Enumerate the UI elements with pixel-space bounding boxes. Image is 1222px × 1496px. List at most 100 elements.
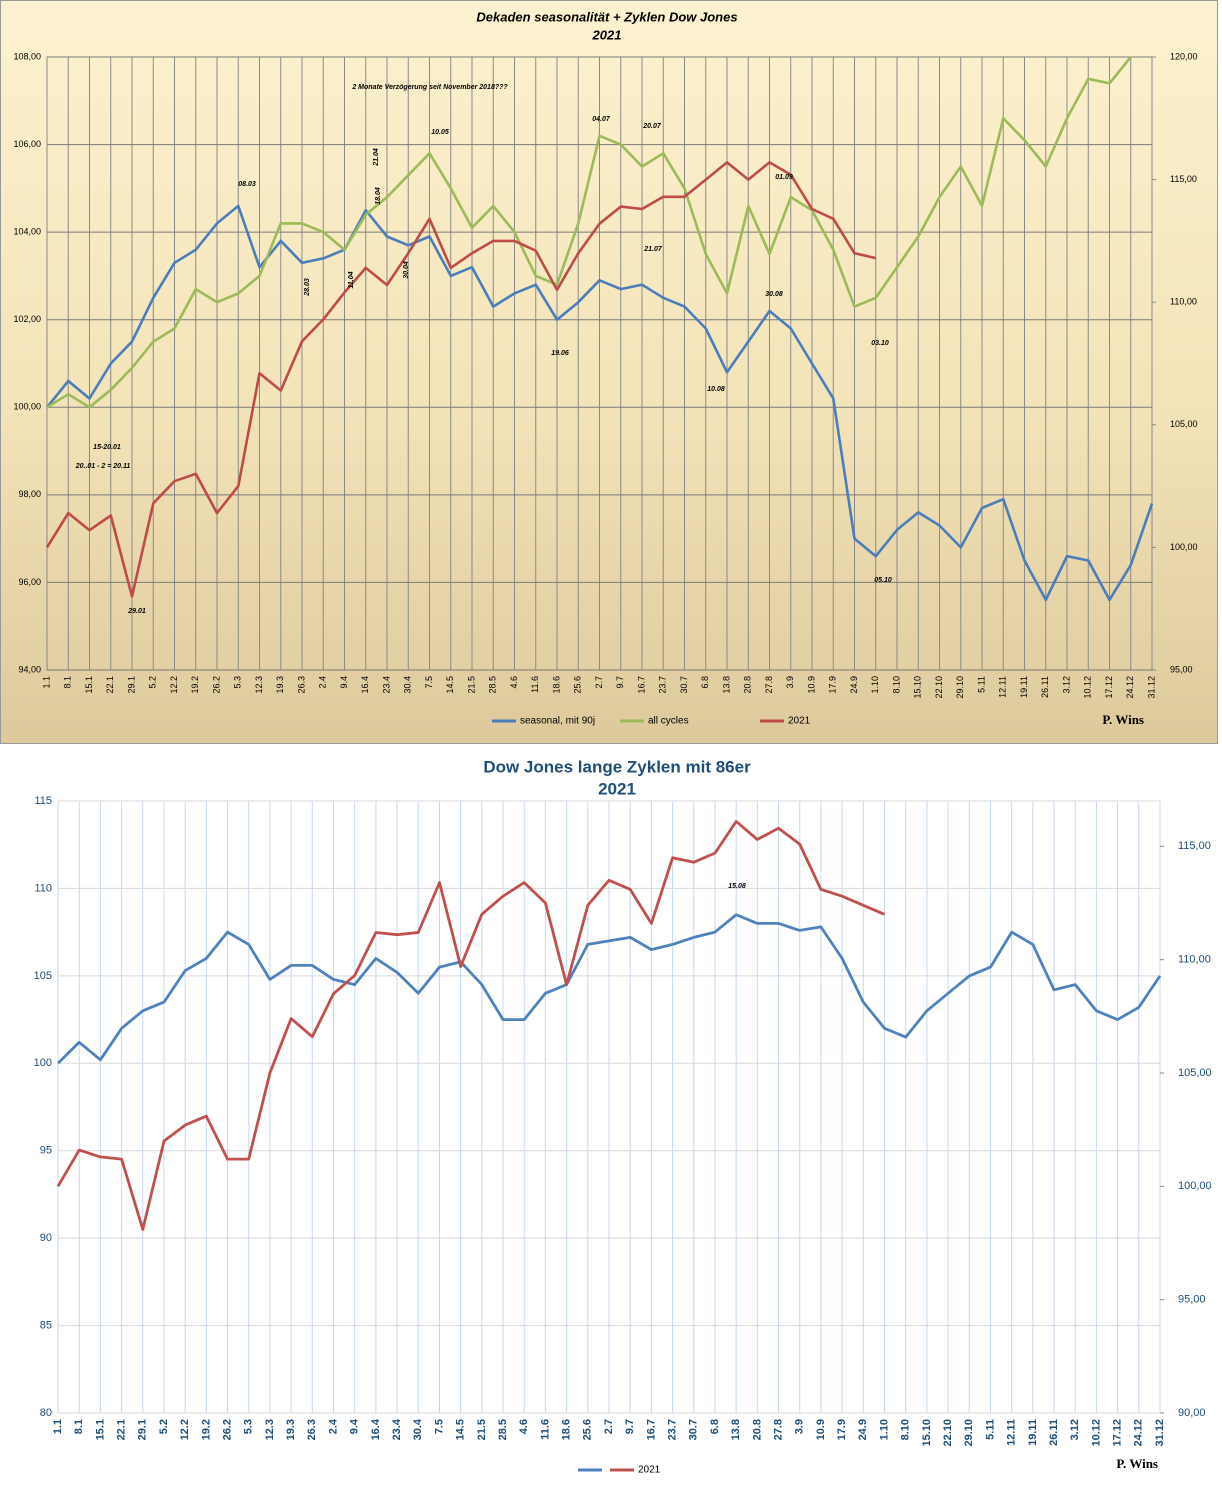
annotation: 21.07 bbox=[643, 246, 663, 253]
annotation: 29.01 bbox=[127, 608, 146, 615]
x-tick-label: 26.3 bbox=[306, 1419, 318, 1440]
data-line bbox=[56, 820, 886, 1231]
y2-tick-label: 115,00 bbox=[1178, 840, 1211, 852]
x-tick-label: 31.12 bbox=[1146, 676, 1156, 699]
x-tick-label: 16.7 bbox=[636, 676, 646, 694]
x-tick-label: 19.11 bbox=[1019, 676, 1029, 698]
y2-tick-label: 120,00 bbox=[1170, 51, 1198, 61]
x-tick-label: 5.3 bbox=[243, 1419, 255, 1434]
x-tick-label: 5.2 bbox=[148, 676, 158, 689]
annotation: 2 Monate Verzögerung seit November 2018?… bbox=[351, 84, 508, 91]
x-tick-label: 4.6 bbox=[518, 1419, 530, 1434]
x-tick-label: 14.5 bbox=[445, 676, 455, 694]
x-tick-label: 1.1 bbox=[52, 1419, 64, 1434]
y-tick-label: 100 bbox=[34, 1057, 52, 1069]
x-tick-label: 22.1 bbox=[115, 1419, 127, 1440]
x-tick-label: 17.12 bbox=[1104, 676, 1114, 699]
x-tick-label: 24.12 bbox=[1133, 1419, 1145, 1447]
y2-tick-label: 95,00 bbox=[1178, 1294, 1206, 1306]
legend-label: 2021 bbox=[788, 716, 811, 727]
x-tick-label: 16.4 bbox=[370, 1418, 382, 1440]
x-tick-label: 6.8 bbox=[700, 676, 710, 689]
y2-tick-label: 105,00 bbox=[1178, 1067, 1212, 1079]
x-tick-label: 12.11 bbox=[1006, 1419, 1018, 1446]
x-tick-label: 29.10 bbox=[963, 1419, 975, 1447]
annotation: 05.10 bbox=[874, 577, 892, 584]
x-tick-label: 20.8 bbox=[743, 676, 753, 694]
y-tick-label: 115 bbox=[34, 795, 52, 807]
y-tick-label: 106,00 bbox=[13, 139, 41, 149]
annotation: 03.10 bbox=[871, 340, 889, 347]
x-tick-label: 13.8 bbox=[721, 676, 731, 694]
x-tick-label: 15.10 bbox=[913, 676, 923, 699]
x-tick-label: 27.8 bbox=[772, 1419, 784, 1440]
x-tick-label: 2.4 bbox=[327, 1418, 339, 1434]
x-tick-label: 12.3 bbox=[254, 676, 264, 694]
x-tick-label: 18.6 bbox=[561, 1419, 573, 1440]
x-tick-label: 12.3 bbox=[264, 1419, 276, 1440]
x-tick-label: 12.2 bbox=[169, 676, 179, 694]
y2-tick-label: 90,00 bbox=[1178, 1407, 1206, 1419]
y2-tick-label: 110,00 bbox=[1170, 297, 1197, 307]
y-tick-label: 96,00 bbox=[18, 577, 41, 587]
x-tick-label: 26.3 bbox=[296, 676, 306, 694]
x-tick-label: 19.3 bbox=[275, 676, 285, 694]
x-tick-label: 24.9 bbox=[857, 1419, 869, 1440]
x-tick-label: 9.4 bbox=[349, 1418, 361, 1434]
x-tick-label: 2.4 bbox=[318, 676, 328, 689]
y-tick-label: 105 bbox=[34, 970, 52, 982]
x-tick-label: 22.10 bbox=[934, 676, 944, 699]
x-tick-label: 25.6 bbox=[582, 1419, 594, 1440]
annotation: 04.07 bbox=[592, 116, 611, 123]
annotation: 15-20.01 bbox=[93, 444, 121, 451]
y2-tick-label: 95,00 bbox=[1170, 664, 1193, 674]
x-tick-label: 1.1 bbox=[41, 676, 51, 689]
y-tick-label: 102,00 bbox=[13, 314, 41, 324]
x-tick-label: 8.10 bbox=[891, 676, 901, 694]
annotation: 10.05 bbox=[431, 129, 449, 136]
annotation: 08.03 bbox=[238, 181, 256, 188]
y-tick-label: 100,00 bbox=[13, 402, 41, 412]
y2-tick-label: 100,00 bbox=[1178, 1180, 1212, 1192]
x-tick-label: 28.5 bbox=[488, 676, 498, 694]
x-tick-label: 24.9 bbox=[849, 676, 859, 694]
x-tick-label: 28.5 bbox=[497, 1419, 509, 1440]
x-tick-label: 11.6 bbox=[539, 1419, 551, 1440]
annotation: 19.06 bbox=[551, 350, 569, 357]
x-tick-label: 3.12 bbox=[1061, 676, 1071, 694]
x-tick-label: 29.1 bbox=[126, 676, 136, 694]
x-tick-label: 5.2 bbox=[158, 1419, 170, 1434]
x-tick-label: 3.9 bbox=[785, 676, 795, 689]
x-tick-label: 26.2 bbox=[211, 676, 221, 694]
signature: P. Wins bbox=[1102, 712, 1144, 727]
annotation: 01.09 bbox=[775, 174, 793, 181]
x-tick-label: 15.1 bbox=[84, 676, 94, 694]
x-tick-label: 22.1 bbox=[105, 676, 115, 694]
x-tick-label: 1.10 bbox=[870, 676, 880, 694]
x-tick-label: 23.7 bbox=[666, 1419, 678, 1440]
x-tick-label: 30.4 bbox=[403, 676, 413, 694]
y2-tick-label: 100,00 bbox=[1170, 542, 1198, 552]
x-tick-label: 4.6 bbox=[509, 676, 519, 689]
y-tick-label: 80 bbox=[40, 1407, 52, 1419]
chart-background bbox=[0, 745, 1222, 1496]
x-tick-label: 18.6 bbox=[551, 676, 561, 694]
x-tick-label: 2.7 bbox=[603, 1419, 615, 1434]
x-tick-label: 27.8 bbox=[764, 676, 774, 694]
x-tick-label: 23.7 bbox=[658, 676, 668, 694]
x-tick-label: 13.8 bbox=[730, 1419, 742, 1440]
x-tick-label: 20.8 bbox=[751, 1419, 763, 1440]
x-tick-label: 6.8 bbox=[709, 1419, 721, 1434]
annotation: 20..01 - 2 = 20.11 bbox=[75, 463, 131, 470]
y-tick-label: 98,00 bbox=[18, 489, 41, 499]
x-tick-label: 14.5 bbox=[455, 1419, 467, 1440]
data-line bbox=[45, 161, 877, 598]
x-tick-label: 21.5 bbox=[466, 676, 476, 694]
x-tick-label: 22.10 bbox=[942, 1419, 954, 1447]
x-tick-label: 19.2 bbox=[200, 1419, 212, 1440]
x-tick-label: 17.9 bbox=[836, 1419, 848, 1440]
x-tick-label: 25.6 bbox=[573, 676, 583, 694]
x-tick-label: 7.5 bbox=[433, 1419, 445, 1434]
annotation: 18.04 bbox=[375, 187, 382, 205]
x-tick-label: 10.9 bbox=[815, 1419, 827, 1440]
